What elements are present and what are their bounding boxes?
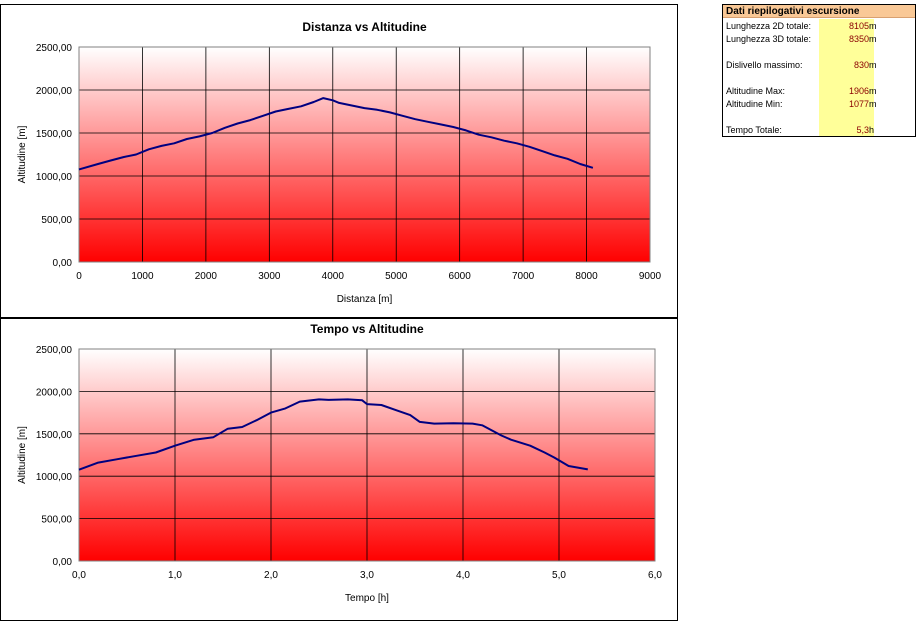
x-tick-label: 6,0 [648, 570, 662, 581]
summary-row-max-elevation-gain: Dislivello massimo: 830 m [723, 59, 915, 71]
summary-row-length-2d: Lunghezza 2D totale: 8105 m [723, 20, 915, 32]
plot-area [79, 47, 650, 262]
chart-title: Tempo vs Altitudine [310, 322, 424, 336]
chart-distanza-vs-altitudine: 0 1000 2000 3000 4000 5000 6000 7000 8000 9000 0,0… [0, 4, 678, 318]
summary-label: Dislivello massimo: [726, 60, 803, 70]
summary-row-length-3d: Lunghezza 3D totale: 8350 m [723, 33, 915, 45]
x-tick-label: 5,0 [552, 570, 566, 581]
summary-unit: m [869, 99, 877, 109]
plot-border [78, 46, 651, 263]
summary-row-altitude-min: Altitudine Min: 1077 m [723, 98, 915, 110]
summary-unit: m [869, 21, 877, 31]
x-tick-label: 3,0 [360, 570, 374, 581]
y-tick-label: 2500,00 [36, 345, 73, 356]
summary-panel: Dati riepilogativi escursione Lunghezza … [722, 4, 916, 137]
y-tick-label: 2000,00 [36, 387, 73, 398]
x-tick-label: 0 [76, 271, 82, 282]
summary-unit: m [869, 60, 877, 70]
summary-values-background [819, 19, 874, 136]
x-tick-label: 1000 [131, 271, 154, 282]
y-tick-label: 1000,00 [36, 472, 73, 483]
x-axis-title: Tempo [h] [345, 593, 389, 604]
series-line [78, 398, 588, 471]
y-tick-label: 0,00 [53, 258, 73, 269]
y-tick-label: 500,00 [41, 215, 72, 226]
x-tick-label: 4,0 [456, 570, 470, 581]
summary-label: Tempo Totale: [726, 125, 782, 135]
x-tick-label: 6000 [449, 271, 472, 282]
summary-value: 1077 [848, 99, 869, 109]
plot-border [78, 348, 656, 562]
summary-value: 1906 [848, 86, 869, 96]
summary-unit: m [869, 34, 877, 44]
y-axis-title: Altitudine [m] [17, 426, 28, 484]
y-tick-label: 1000,00 [36, 172, 73, 183]
x-tick-label: 1,0 [168, 570, 182, 581]
y-tick-label: 2500,00 [36, 43, 73, 54]
x-tick-label: 4000 [322, 271, 345, 282]
summary-value: 8350 [848, 34, 869, 44]
y-tick-label: 1500,00 [36, 129, 73, 140]
summary-value: 830 [853, 60, 869, 70]
y-tick-label: 0,00 [53, 557, 73, 568]
x-tick-label: 8000 [575, 271, 598, 282]
chart-tempo-svg: 0,0 1,0 2,0 3,0 4,0 5,0 6,0 0,00 500,00 1000,00 15… [17, 322, 662, 604]
summary-value: 8105 [848, 21, 869, 31]
summary-value: 5,3 [856, 125, 869, 135]
x-tick-label: 2,0 [264, 570, 278, 581]
y-tick-label: 2000,00 [36, 86, 73, 97]
summary-unit: h [869, 125, 875, 135]
summary-label: Altitudine Min: [726, 99, 783, 109]
x-axis-title: Distanza [m] [337, 294, 393, 305]
series-line [78, 97, 594, 171]
summary-title: Dati riepilogativi escursione [723, 5, 915, 18]
chart-tempo-vs-altitudine: 0,0 1,0 2,0 3,0 4,0 5,0 6,0 0,00 500,00 1000,00 15… [0, 318, 678, 621]
y-tick-label: 500,00 [41, 515, 72, 526]
summary-row-altitude-max: Altitudine Max: 1906 m [723, 85, 915, 97]
chart-distanza-svg: 0 1000 2000 3000 4000 5000 6000 7000 8000 9000 0,0… [17, 20, 662, 305]
x-tick-label: 0,0 [72, 570, 86, 581]
x-tick-label: 3000 [258, 271, 281, 282]
y-axis-title: Altitudine [m] [17, 125, 28, 183]
y-tick-label: 1500,00 [36, 430, 73, 441]
chart-title: Distanza vs Altitudine [302, 20, 427, 34]
summary-unit: m [869, 86, 877, 96]
summary-label: Lunghezza 2D totale: [726, 21, 812, 31]
x-tick-label: 9000 [639, 271, 662, 282]
summary-row-total-time: Tempo Totale: 5,3 h [723, 124, 915, 136]
summary-label: Altitudine Max: [726, 86, 786, 96]
x-tick-label: 5000 [385, 271, 408, 282]
x-tick-label: 7000 [512, 271, 535, 282]
x-tick-label: 2000 [195, 271, 218, 282]
summary-label: Lunghezza 3D totale: [726, 34, 812, 44]
